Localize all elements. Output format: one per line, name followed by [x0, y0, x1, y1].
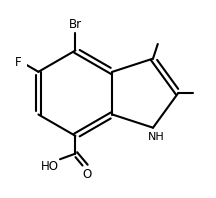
Text: F: F [14, 56, 21, 69]
Text: HO: HO [41, 160, 59, 173]
Text: NH: NH [148, 132, 164, 142]
Text: O: O [82, 168, 92, 181]
Text: Br: Br [69, 18, 82, 31]
